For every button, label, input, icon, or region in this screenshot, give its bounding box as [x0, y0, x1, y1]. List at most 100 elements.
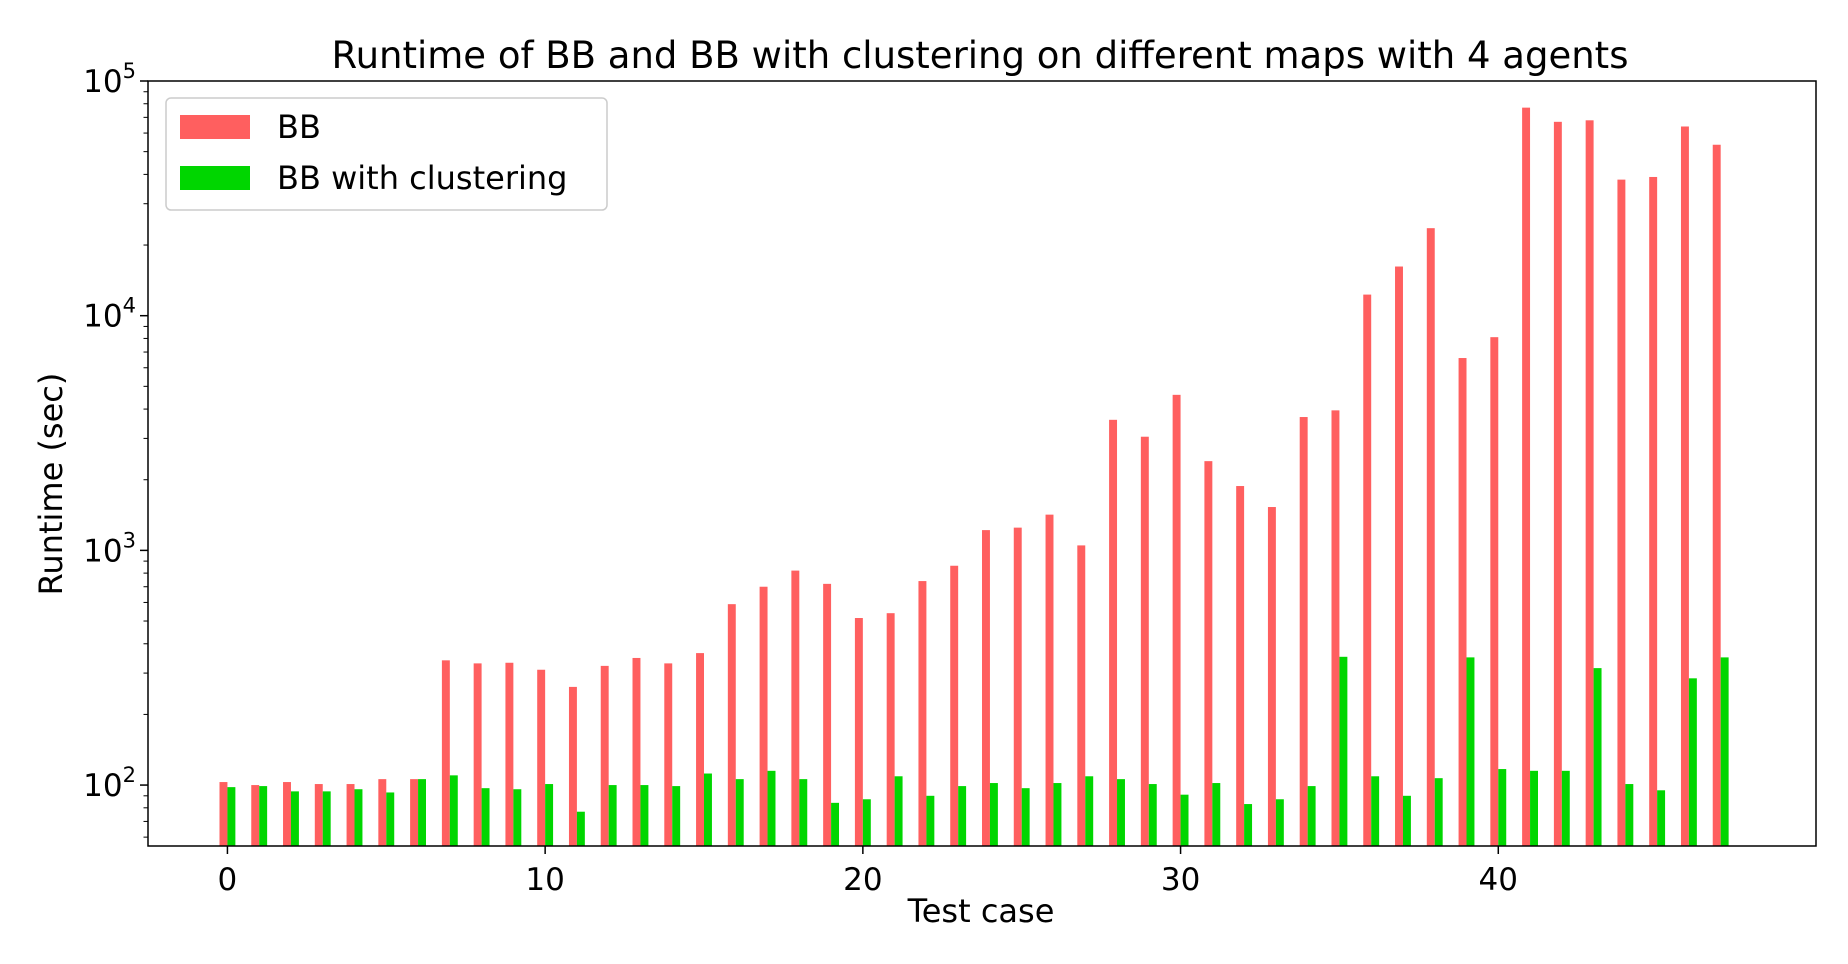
- bar-bb-22: [918, 581, 927, 846]
- bar-bb-clustering-32: [1244, 804, 1253, 846]
- bar-bb-21: [886, 613, 895, 846]
- bar-bb-25: [1013, 527, 1022, 846]
- bar-bb-clustering-28: [1117, 779, 1125, 846]
- bar-bb-clustering-38: [1434, 778, 1443, 846]
- bar-bb-13: [632, 657, 641, 846]
- bar-bb-clustering-31: [1212, 783, 1221, 846]
- bar-bb-clustering-41: [1530, 770, 1538, 846]
- legend-swatch-bb-clustering: [180, 166, 250, 190]
- bar-bb-46: [1680, 126, 1689, 847]
- bar-bb-18: [791, 570, 800, 846]
- bar-bb-clustering-9: [513, 789, 522, 846]
- bar-bb-36: [1363, 294, 1372, 847]
- bar-bb-35: [1331, 410, 1340, 846]
- x-axis-ticks: 0 10 20 30 40: [218, 846, 1518, 898]
- bar-bb-clustering-19: [831, 802, 840, 846]
- bar-bb-clustering-20: [862, 799, 871, 846]
- bar-bb-clustering-16: [735, 779, 744, 846]
- bar-bb-clustering-39: [1466, 657, 1475, 846]
- bar-bb-clustering-35: [1339, 656, 1348, 846]
- bar-bb-32: [1236, 486, 1245, 846]
- bar-bb-10: [537, 669, 546, 846]
- bar-bb-clustering-17: [767, 770, 776, 846]
- bar-bb-42: [1553, 121, 1562, 846]
- chart-title: Runtime of BB and BB with clustering on …: [332, 34, 1629, 77]
- legend: BB BB with clustering: [165, 97, 608, 211]
- legend-label-bb-clustering: BB with clustering: [277, 159, 567, 197]
- bar-bb-45: [1649, 176, 1658, 847]
- bar-bb-19: [823, 583, 832, 846]
- x-axis-label: Test case: [907, 892, 1055, 930]
- bar-bb-15: [696, 653, 704, 846]
- bar-bb-2: [283, 782, 291, 846]
- bar-bb-23: [950, 565, 959, 846]
- bar-bb-26: [1045, 514, 1054, 846]
- bar-bb-clustering-36: [1371, 776, 1380, 846]
- y-tick-label-100000: 105: [83, 59, 136, 100]
- bar-bb-clustering-44: [1625, 784, 1634, 846]
- bar-bb-clustering-13: [640, 785, 649, 846]
- bar-bb-clustering-15: [704, 773, 712, 846]
- bar-bb-clustering-1: [259, 786, 268, 846]
- bar-bb-38: [1426, 228, 1435, 847]
- bar-bb-clustering-4: [354, 789, 363, 846]
- bar-bb-clustering-34: [1307, 786, 1316, 846]
- bar-bb-clustering-14: [672, 786, 681, 846]
- bar-bb-clustering-21: [894, 776, 903, 846]
- y-axis-label: Runtime (sec): [32, 373, 70, 596]
- bar-bb-clustering-47: [1720, 657, 1729, 846]
- bar-bb-14: [664, 663, 673, 846]
- plot-frame: [147, 80, 1817, 847]
- bar-bb-8: [473, 663, 482, 846]
- bar-bb-clustering-30: [1180, 794, 1189, 846]
- bar-bb-clustering-6: [418, 779, 426, 846]
- bar-bb-3: [314, 784, 323, 846]
- bar-bb-16: [727, 604, 736, 846]
- legend-swatch-bb: [180, 115, 250, 139]
- series-bb-bars: [219, 107, 1721, 847]
- bar-bb-0: [219, 782, 228, 846]
- bar-bb-clustering-5: [386, 792, 395, 846]
- legend-label-bb: BB: [277, 108, 321, 146]
- bar-bb-clustering-8: [481, 788, 490, 846]
- bar-bb-9: [505, 662, 514, 846]
- bar-bb-29: [1140, 436, 1149, 846]
- bar-bb-4: [346, 784, 355, 846]
- y-tick-label-10000: 104: [83, 294, 136, 335]
- bar-bb-clustering-43: [1593, 668, 1602, 846]
- bar-bb-clustering-11: [576, 811, 585, 846]
- bar-bb-47: [1712, 144, 1721, 846]
- bar-bb-clustering-2: [290, 791, 299, 846]
- x-tick-label-0: 0: [218, 862, 238, 898]
- bar-bb-clustering-26: [1053, 783, 1062, 846]
- bar-bb-37: [1395, 266, 1403, 846]
- bar-bb-1: [251, 785, 260, 846]
- bar-bb-33: [1267, 507, 1276, 846]
- bar-bb-39: [1458, 358, 1467, 846]
- series-bb-clustering-bars: [227, 656, 1729, 846]
- bar-bb-41: [1522, 107, 1531, 846]
- bar-bb-clustering-24: [989, 783, 998, 846]
- bar-bb-clustering-3: [322, 791, 331, 846]
- y-axis-ticks: 102 103 104 105: [83, 59, 148, 838]
- bar-bb-27: [1077, 545, 1086, 846]
- bar-bb-clustering-25: [1021, 788, 1030, 846]
- bar-bb-clustering-22: [926, 795, 935, 846]
- bar-bb-clustering-7: [449, 775, 458, 846]
- bar-bb-clustering-18: [799, 779, 808, 846]
- bar-bb-7: [441, 660, 450, 846]
- x-tick-label-20: 20: [843, 862, 882, 898]
- bar-bb-clustering-12: [608, 785, 617, 846]
- bar-bb-12: [600, 665, 609, 846]
- bar-bb-clustering-33: [1275, 799, 1284, 846]
- bar-bb-clustering-42: [1561, 770, 1570, 846]
- bar-bb-40: [1490, 337, 1499, 846]
- bar-bb-28: [1109, 419, 1118, 846]
- bar-bb-clustering-27: [1085, 776, 1094, 846]
- bar-bb-20: [854, 618, 863, 846]
- bar-bb-30: [1172, 394, 1181, 846]
- bar-bb-clustering-45: [1657, 790, 1666, 846]
- legend-box: [165, 97, 608, 211]
- bar-bb-clustering-10: [545, 784, 554, 846]
